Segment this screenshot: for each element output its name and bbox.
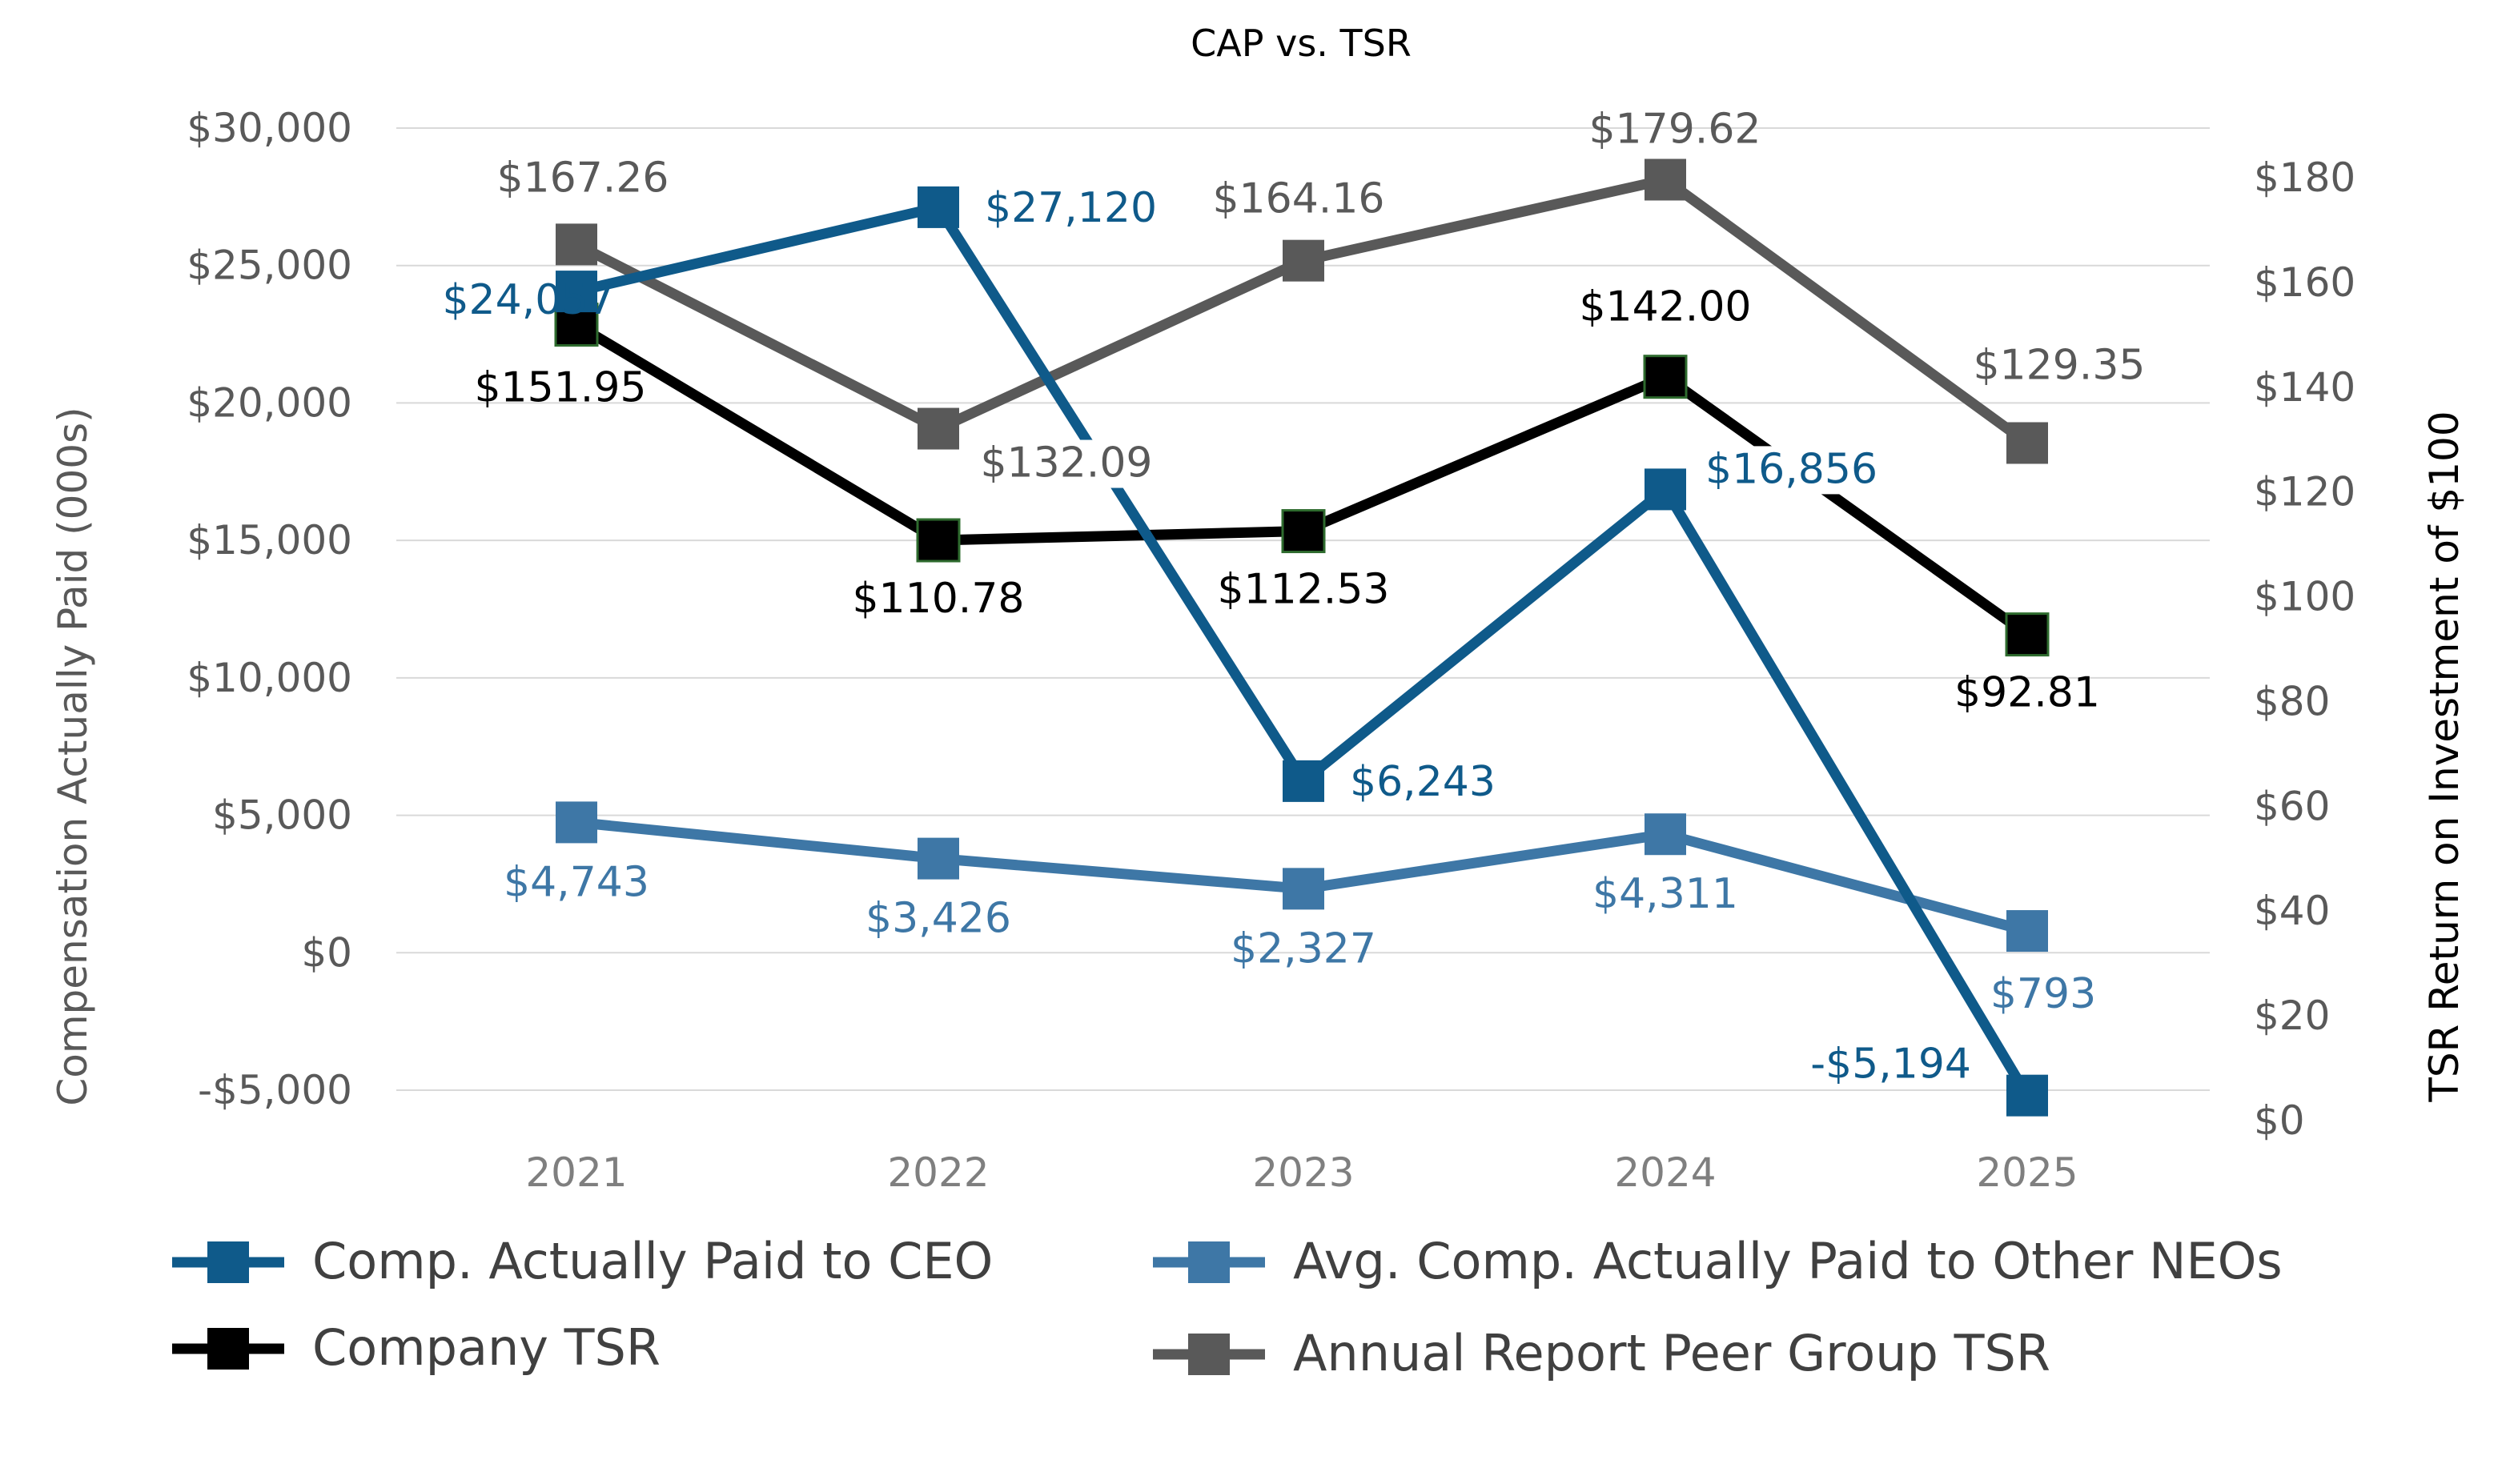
- y-right-tick-label: $140: [2254, 364, 2355, 411]
- series-2-marker: [1643, 355, 1688, 399]
- y-right-tick-label: $40: [2254, 888, 2330, 934]
- series-0-marker: [1283, 760, 1324, 802]
- data-label: $4,743: [504, 858, 649, 906]
- data-label: $27,120: [985, 184, 1157, 232]
- x-tick-label: 2023: [1252, 1149, 1354, 1196]
- data-label: $179.62: [1588, 105, 1761, 153]
- series-1-marker: [1283, 868, 1324, 910]
- chart-title: CAP vs. TSR: [1191, 22, 1412, 65]
- data-label: $112.53: [1217, 566, 1389, 614]
- series-2-marker: [916, 518, 961, 563]
- data-label: $151.95: [474, 364, 646, 412]
- x-tick-label: 2021: [525, 1149, 627, 1196]
- series-0-marker: [1645, 468, 1686, 511]
- series-2-marker: [1281, 509, 1326, 554]
- data-label: $142.00: [1579, 283, 1751, 331]
- y-axis-right-title: TSR Return on Investment of $100: [2421, 411, 2468, 1102]
- data-label: $16,856: [1705, 445, 1877, 493]
- data-label: $110.78: [852, 575, 1024, 623]
- y-left-tick-label: $5,000: [212, 792, 352, 839]
- legend-swatch-marker: [1188, 1334, 1230, 1375]
- series-1-marker: [2006, 910, 2048, 953]
- data-label: $2,327: [1231, 924, 1376, 973]
- series-1-marker: [1645, 813, 1686, 856]
- series-3-marker: [556, 223, 597, 266]
- data-label: $24,057: [442, 276, 614, 324]
- series-0-marker: [2006, 1074, 2048, 1117]
- data-label: $167.26: [496, 154, 669, 202]
- data-label: $132.09: [980, 439, 1152, 487]
- data-label: $4,311: [1592, 870, 1738, 918]
- series-2-marker: [2005, 612, 2050, 657]
- legend-swatch-marker: [207, 1241, 249, 1283]
- data-label: $129.35: [1973, 341, 2145, 389]
- series-3-marker: [1645, 158, 1686, 201]
- y-left-tick-label: $15,000: [187, 517, 352, 564]
- y-left-tick-label: $20,000: [187, 379, 352, 426]
- legend-swatch-marker: [207, 1328, 249, 1370]
- series-3-marker: [918, 407, 959, 450]
- x-tick-label: 2024: [1614, 1149, 1716, 1196]
- y-left-tick-label: -$5,000: [198, 1067, 352, 1113]
- x-tick-label: 2022: [887, 1149, 989, 1196]
- y-left-tick-label: $10,000: [187, 655, 352, 701]
- legend-swatch-marker: [1188, 1241, 1230, 1283]
- y-right-tick-label: $100: [2254, 574, 2355, 620]
- y-right-tick-label: $0: [2254, 1097, 2305, 1144]
- y-right-tick-label: $120: [2254, 469, 2355, 515]
- y-right-tick-label: $20: [2254, 993, 2330, 1039]
- x-tick-label: 2025: [1976, 1149, 2078, 1196]
- series-0-marker: [556, 271, 597, 313]
- legend-label: Annual Report Peer Group TSR: [1293, 1324, 2050, 1382]
- data-label: $793: [1990, 970, 2096, 1018]
- data-label: -$5,194: [1810, 1041, 1971, 1089]
- series-1-marker: [556, 801, 597, 844]
- data-label: $3,426: [865, 895, 1011, 943]
- y-right-tick-label: $180: [2254, 154, 2355, 201]
- y-right-tick-label: $80: [2254, 678, 2330, 724]
- y-left-tick-label: $0: [301, 929, 352, 976]
- y-right-tick-label: $60: [2254, 783, 2330, 829]
- data-label: $164.16: [1212, 175, 1384, 223]
- y-left-tick-label: $25,000: [187, 243, 352, 289]
- data-label: $6,243: [1350, 758, 1496, 806]
- series-3-marker: [1283, 239, 1324, 282]
- axis-layer: -$5,000 $0 $5,000 $10,000 $15,000 $20,000 $25,…: [187, 105, 2355, 1196]
- data-label-backing: [1699, 446, 1883, 495]
- series-3-marker: [2006, 422, 2048, 464]
- legend-label: Comp. Actually Paid to CEO: [312, 1232, 993, 1290]
- legend: Comp. Actually Paid to CEO Avg. Comp. Act…: [172, 1232, 2283, 1382]
- legend-label: Company TSR: [312, 1318, 661, 1377]
- legend-label: Avg. Comp. Actually Paid to Other NEOs: [1293, 1232, 2283, 1290]
- data-label-backing: [974, 439, 1159, 488]
- data-label: $92.81: [1954, 669, 2100, 717]
- data-labels-layer: $24,057 $27,120 $6,243 $16,856 -$5,194 $4,743…: [442, 105, 2145, 1088]
- series-0-marker: [918, 186, 959, 228]
- y-right-tick-label: $160: [2254, 259, 2355, 306]
- y-left-tick-label: $30,000: [187, 105, 352, 151]
- series-1-marker: [918, 837, 959, 880]
- y-axis-left-title: Compensation Actually Paid (000s): [50, 407, 96, 1105]
